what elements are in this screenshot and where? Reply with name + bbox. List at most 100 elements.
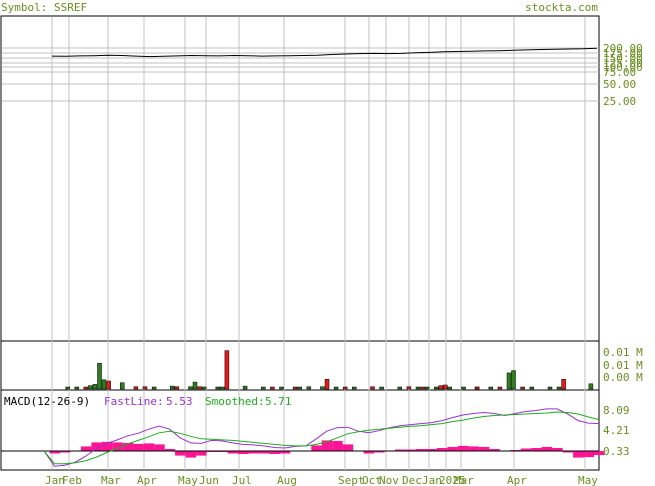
volume-bar-up [379, 386, 384, 390]
macd-histogram-bar [520, 448, 532, 451]
price-series-line [51, 47, 598, 58]
macd-histogram-bar [468, 446, 479, 451]
macd-histogram-bar [143, 443, 155, 451]
macd-histogram-bar [258, 451, 270, 454]
macd-title: MACD(12-26-9) [4, 395, 90, 408]
volume-bar-up [320, 386, 325, 390]
volume-bar-up [547, 386, 553, 390]
macd-histogram-bar [196, 451, 207, 456]
macd-fastline [43, 408, 600, 467]
volume-bar-down [324, 379, 330, 390]
macd-histogram-bar [457, 445, 469, 451]
volume-bar-down [438, 385, 444, 390]
macd-histogram-bar [405, 449, 416, 451]
price-tick-label: 125.00 [603, 57, 643, 70]
macd-panel-frame [0, 389, 600, 471]
month-label: Jan [422, 474, 442, 486]
macd-tick-label: 8.09 [603, 404, 630, 417]
volume-bar-up [415, 386, 421, 390]
volume-bar-down [197, 386, 202, 390]
month-label: Mar [101, 474, 121, 486]
price-tick-label: 200.00 [603, 42, 643, 55]
macd-histogram-bar [311, 445, 322, 451]
volume-tick-label: 0.01 M [603, 346, 643, 359]
month-label: Nov [379, 474, 399, 486]
macd-histogram-bar [175, 451, 186, 456]
macd-fast-label: FastLine: [104, 395, 164, 408]
macd-histogram-bar [342, 444, 354, 451]
volume-bar-up [556, 386, 562, 390]
volume-bar-up [201, 386, 207, 390]
macd-histogram-bar [185, 451, 197, 458]
month-label: Aug [277, 474, 297, 486]
volume-bar-up [279, 386, 284, 390]
price-tick-label: 25.00 [603, 95, 636, 108]
volume-bar-down [520, 386, 525, 390]
volume-bar-up [333, 386, 339, 390]
macd-histogram-bar [416, 449, 427, 451]
macd-histogram-bar [80, 446, 92, 451]
month-label: 2025 [439, 474, 466, 486]
volume-bar-up [65, 386, 70, 390]
month-label: Apr [137, 474, 157, 486]
macd-histogram-bar [374, 451, 385, 453]
volume-bar-down [83, 386, 89, 390]
volume-bar-up [352, 386, 357, 390]
volume-bar-up [242, 385, 248, 390]
macd-histogram-bar [101, 441, 113, 451]
macd-smoothed-label: Smoothed: [205, 395, 265, 408]
macd-histogram-bar [321, 440, 333, 451]
macd-histogram-bar [49, 451, 60, 454]
price-axis-ticks: 200.00175.00150.00125.00100.0075.0050.00… [603, 42, 643, 108]
site-label: stockta.com [525, 1, 598, 14]
month-label: Sept [338, 474, 365, 486]
volume-bar-down [133, 386, 139, 390]
volume-bar-down [142, 386, 148, 390]
macd-fast-value: 5.53 [166, 395, 193, 408]
volume-tick-label: 0.01 M [603, 359, 643, 372]
month-label: Feb [62, 474, 82, 486]
volume-bar-down [474, 386, 480, 390]
month-label: May [178, 474, 198, 486]
macd-smoothed-value: 5.71 [265, 395, 292, 408]
volume-bar-up [261, 386, 266, 390]
macd-smoothed-line [43, 411, 600, 465]
macd-histogram-bar [238, 451, 249, 454]
volume-bar-up [192, 381, 198, 390]
month-label: Dec [402, 474, 422, 486]
macd-histogram-bar [541, 446, 553, 451]
macd-axis-ticks: 8.09 4.21 0.33 [603, 404, 630, 458]
month-label: Jan [45, 474, 65, 486]
month-label: Oct [362, 474, 382, 486]
volume-bar-up [306, 386, 312, 390]
volume-bars [65, 350, 594, 390]
volume-bar-up [488, 386, 494, 390]
volume-bar-up [424, 386, 430, 390]
macd-histogram-bar [154, 444, 165, 451]
macd-histogram-bar [164, 449, 176, 451]
volume-bar-down [406, 386, 412, 390]
macd-histogram-bar [552, 448, 563, 451]
volume-bar-down [561, 379, 566, 390]
volume-bar-up [529, 386, 535, 390]
volume-bar-up [74, 386, 80, 390]
volume-axis-ticks: 0.01 M0.01 M0.00 M [603, 346, 643, 384]
volume-bar-up [92, 384, 98, 390]
volume-tick-label: 0.00 M [603, 371, 643, 384]
macd-histogram-bar [363, 451, 375, 454]
price-tick-label: 75.00 [603, 66, 636, 79]
volume-bar-up [511, 370, 516, 390]
volume-bar-up [588, 383, 594, 390]
volume-bar-up [170, 385, 175, 390]
volume-bar-up [88, 385, 93, 390]
volume-bar-up [461, 386, 466, 390]
macd-histogram-bar [122, 442, 134, 451]
macd-histogram-bar [227, 451, 238, 454]
volume-bar-down [370, 386, 375, 390]
macd-histogram-bar [112, 442, 123, 451]
volume-bar-up [101, 379, 107, 390]
macd-histogram-bar [426, 449, 437, 451]
volume-bar-up [506, 372, 512, 390]
